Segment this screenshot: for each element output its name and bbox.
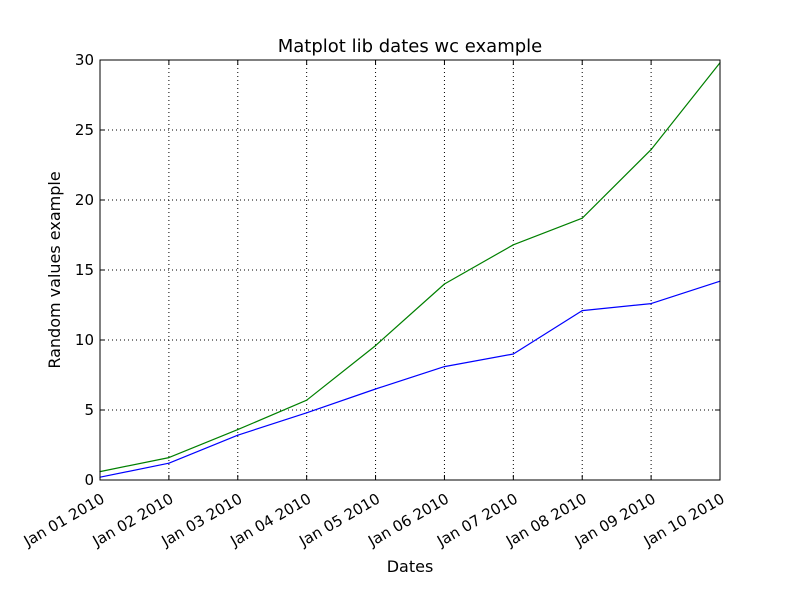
- series-2-point: [443, 283, 446, 285]
- y-tick-label: 20: [75, 191, 94, 209]
- series-2-point: [306, 399, 308, 401]
- x-axis-label: Dates: [387, 557, 434, 576]
- series-2-point: [650, 149, 652, 151]
- y-tick-label: 0: [84, 471, 94, 489]
- series-1-point: [650, 303, 652, 305]
- series-2-point: [512, 244, 514, 246]
- series-2-point: [237, 429, 239, 431]
- series-1-point: [374, 388, 377, 390]
- series-1-point: [306, 412, 308, 414]
- y-tick-label: 10: [75, 331, 94, 349]
- series-line-2: [99, 62, 721, 473]
- y-tick-label: 25: [75, 121, 94, 139]
- series-layer: [99, 62, 721, 478]
- series-2-point: [581, 217, 583, 219]
- series-1-point: [168, 462, 170, 464]
- series-1-point: [443, 366, 446, 368]
- series-1-point: [237, 434, 239, 436]
- y-tick-label: 5: [84, 401, 94, 419]
- y-axis-label: Random values example: [45, 171, 64, 368]
- y-tick-label: 15: [75, 261, 94, 279]
- series-2-point: [168, 457, 170, 459]
- series-1-point: [512, 353, 514, 355]
- chart-title: Matplot lib dates wc example: [278, 36, 543, 57]
- series-1-point: [581, 310, 583, 312]
- series-2-point: [374, 345, 377, 347]
- y-tick-label: 30: [75, 51, 94, 69]
- series-line-1: [99, 280, 721, 478]
